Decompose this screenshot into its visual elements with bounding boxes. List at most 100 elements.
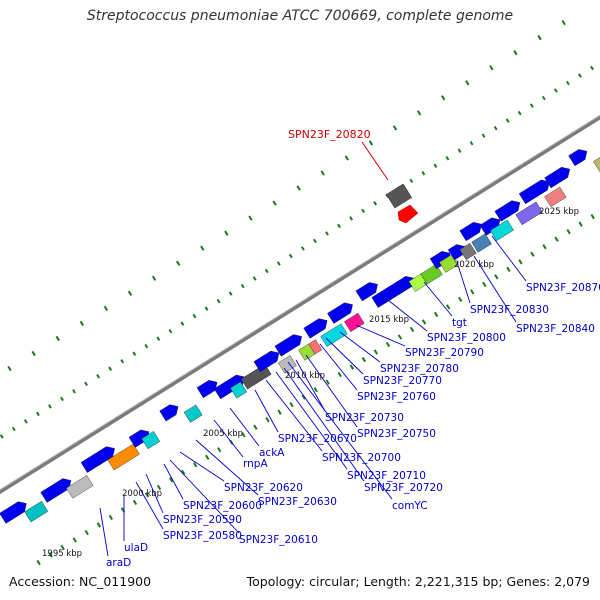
scale-label: 2015 kbp xyxy=(369,315,409,325)
tick-mark xyxy=(168,328,173,334)
scale-label: 2000 kbp xyxy=(122,489,162,499)
gene-block xyxy=(568,149,588,167)
tick-mark xyxy=(458,296,463,303)
tick-mark xyxy=(541,95,546,101)
scale-label: 2010 kbp xyxy=(285,371,325,381)
gene-block xyxy=(494,200,521,222)
tick-mark xyxy=(590,214,595,220)
tick-mark xyxy=(482,281,487,288)
gene-label: SPN23F_20830 xyxy=(470,304,549,316)
gene-block xyxy=(40,478,72,503)
leader-line xyxy=(275,371,348,470)
leader-line xyxy=(355,324,406,347)
leader-line xyxy=(423,281,453,317)
gene-block xyxy=(196,380,218,399)
tick-mark xyxy=(127,290,133,296)
scale-label: 2005 kbp xyxy=(203,429,243,439)
leader-line xyxy=(325,337,364,375)
tick-mark xyxy=(132,351,137,356)
tick-mark xyxy=(445,156,450,161)
tick-mark xyxy=(35,411,40,417)
tick-mark xyxy=(200,245,205,251)
leader-line xyxy=(229,407,260,447)
gene-label: tgt xyxy=(452,317,467,329)
leader-line xyxy=(387,299,428,332)
tick-mark xyxy=(313,238,317,244)
genome-map: SPN23F_20820araDulaDSPN23F_20580SPN23F_2… xyxy=(0,19,600,569)
tick-mark xyxy=(0,434,4,439)
tick-mark xyxy=(277,409,282,415)
tick-mark xyxy=(272,200,277,206)
tick-mark xyxy=(554,236,559,242)
tick-mark xyxy=(494,274,499,280)
tick-mark xyxy=(542,244,547,250)
tick-mark xyxy=(349,364,354,370)
tick-mark xyxy=(265,417,270,423)
scale-labels: 1995 kbp 2000 kbp 2005 kbp 2010 kbp 2015 kbp… xyxy=(42,207,579,559)
gene-label: SPN23F_20630 xyxy=(258,496,337,508)
tick-mark xyxy=(506,266,511,272)
gene-label: SPN23F_20790 xyxy=(405,347,484,359)
label-leader-lines xyxy=(99,141,527,557)
tick-mark xyxy=(252,276,257,281)
tick-mark xyxy=(289,402,294,408)
gene-label: ulaD xyxy=(124,542,148,554)
gene-label: SPN23F_20800 xyxy=(427,332,506,344)
tick-mark xyxy=(337,371,342,378)
gene-label: comYC xyxy=(392,500,428,512)
tick-mark xyxy=(416,110,422,116)
tick-mark xyxy=(217,447,222,453)
leader-line xyxy=(473,255,517,323)
tick-mark xyxy=(325,231,329,236)
gene-label: SPN23F_20590 xyxy=(163,514,242,526)
tick-mark xyxy=(144,492,150,498)
tick-mark xyxy=(48,552,53,558)
tick-mark xyxy=(457,148,462,153)
tick-mark xyxy=(296,185,301,191)
tick-mark xyxy=(337,223,341,229)
tick-mark xyxy=(344,155,349,161)
leader-line xyxy=(295,359,326,412)
leader-line xyxy=(456,261,471,304)
tick-mark xyxy=(433,163,438,168)
gene-label: rnpA xyxy=(243,458,268,470)
tick-mark xyxy=(120,359,125,364)
tick-mark xyxy=(216,298,221,304)
genome-backbone xyxy=(0,114,600,495)
gene-label: SPN23F_20870 xyxy=(526,282,600,294)
gene-block xyxy=(159,404,179,422)
leader-line xyxy=(254,389,279,433)
leader-line xyxy=(287,361,393,500)
gene-label: ackA xyxy=(259,447,285,459)
gene-block xyxy=(308,339,323,355)
highlight-gene-label: SPN23F_20820 xyxy=(288,128,371,141)
tick-mark xyxy=(205,454,210,460)
gene-label: SPN23F_20750 xyxy=(357,428,436,440)
tick-mark xyxy=(72,389,76,394)
tick-mark xyxy=(193,462,198,468)
tick-mark xyxy=(132,499,138,506)
leader-line xyxy=(283,367,365,482)
tick-mark xyxy=(469,140,474,146)
scale-label: 1995 kbp xyxy=(42,549,82,559)
tick-mark xyxy=(108,514,114,521)
tick-mark xyxy=(409,178,414,184)
leader-line xyxy=(163,463,184,500)
gene-label: SPN23F_20610 xyxy=(239,534,318,546)
map-title: Streptococcus pneumoniae ATCC 700669, co… xyxy=(86,8,514,24)
gene-block xyxy=(24,500,49,523)
gene-label: SPN23F_20580 xyxy=(163,530,242,542)
tick-mark xyxy=(180,321,185,326)
gene-block xyxy=(240,363,272,390)
gene-label: SPN23F_20700 xyxy=(322,452,401,464)
tick-mark xyxy=(23,419,28,424)
tick-mark xyxy=(553,88,558,93)
tick-mark xyxy=(103,305,109,312)
tick-mark xyxy=(11,426,16,432)
gene-block xyxy=(544,186,567,208)
gene-labels: SPN23F_20820araDulaDSPN23F_20580SPN23F_2… xyxy=(106,128,600,569)
tick-mark xyxy=(84,529,89,536)
gene-block xyxy=(459,242,477,261)
tick-mark xyxy=(493,125,498,131)
tick-mark xyxy=(48,404,52,409)
